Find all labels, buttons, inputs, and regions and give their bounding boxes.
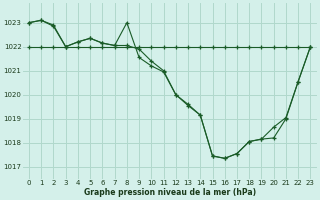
X-axis label: Graphe pression niveau de la mer (hPa): Graphe pression niveau de la mer (hPa): [84, 188, 256, 197]
